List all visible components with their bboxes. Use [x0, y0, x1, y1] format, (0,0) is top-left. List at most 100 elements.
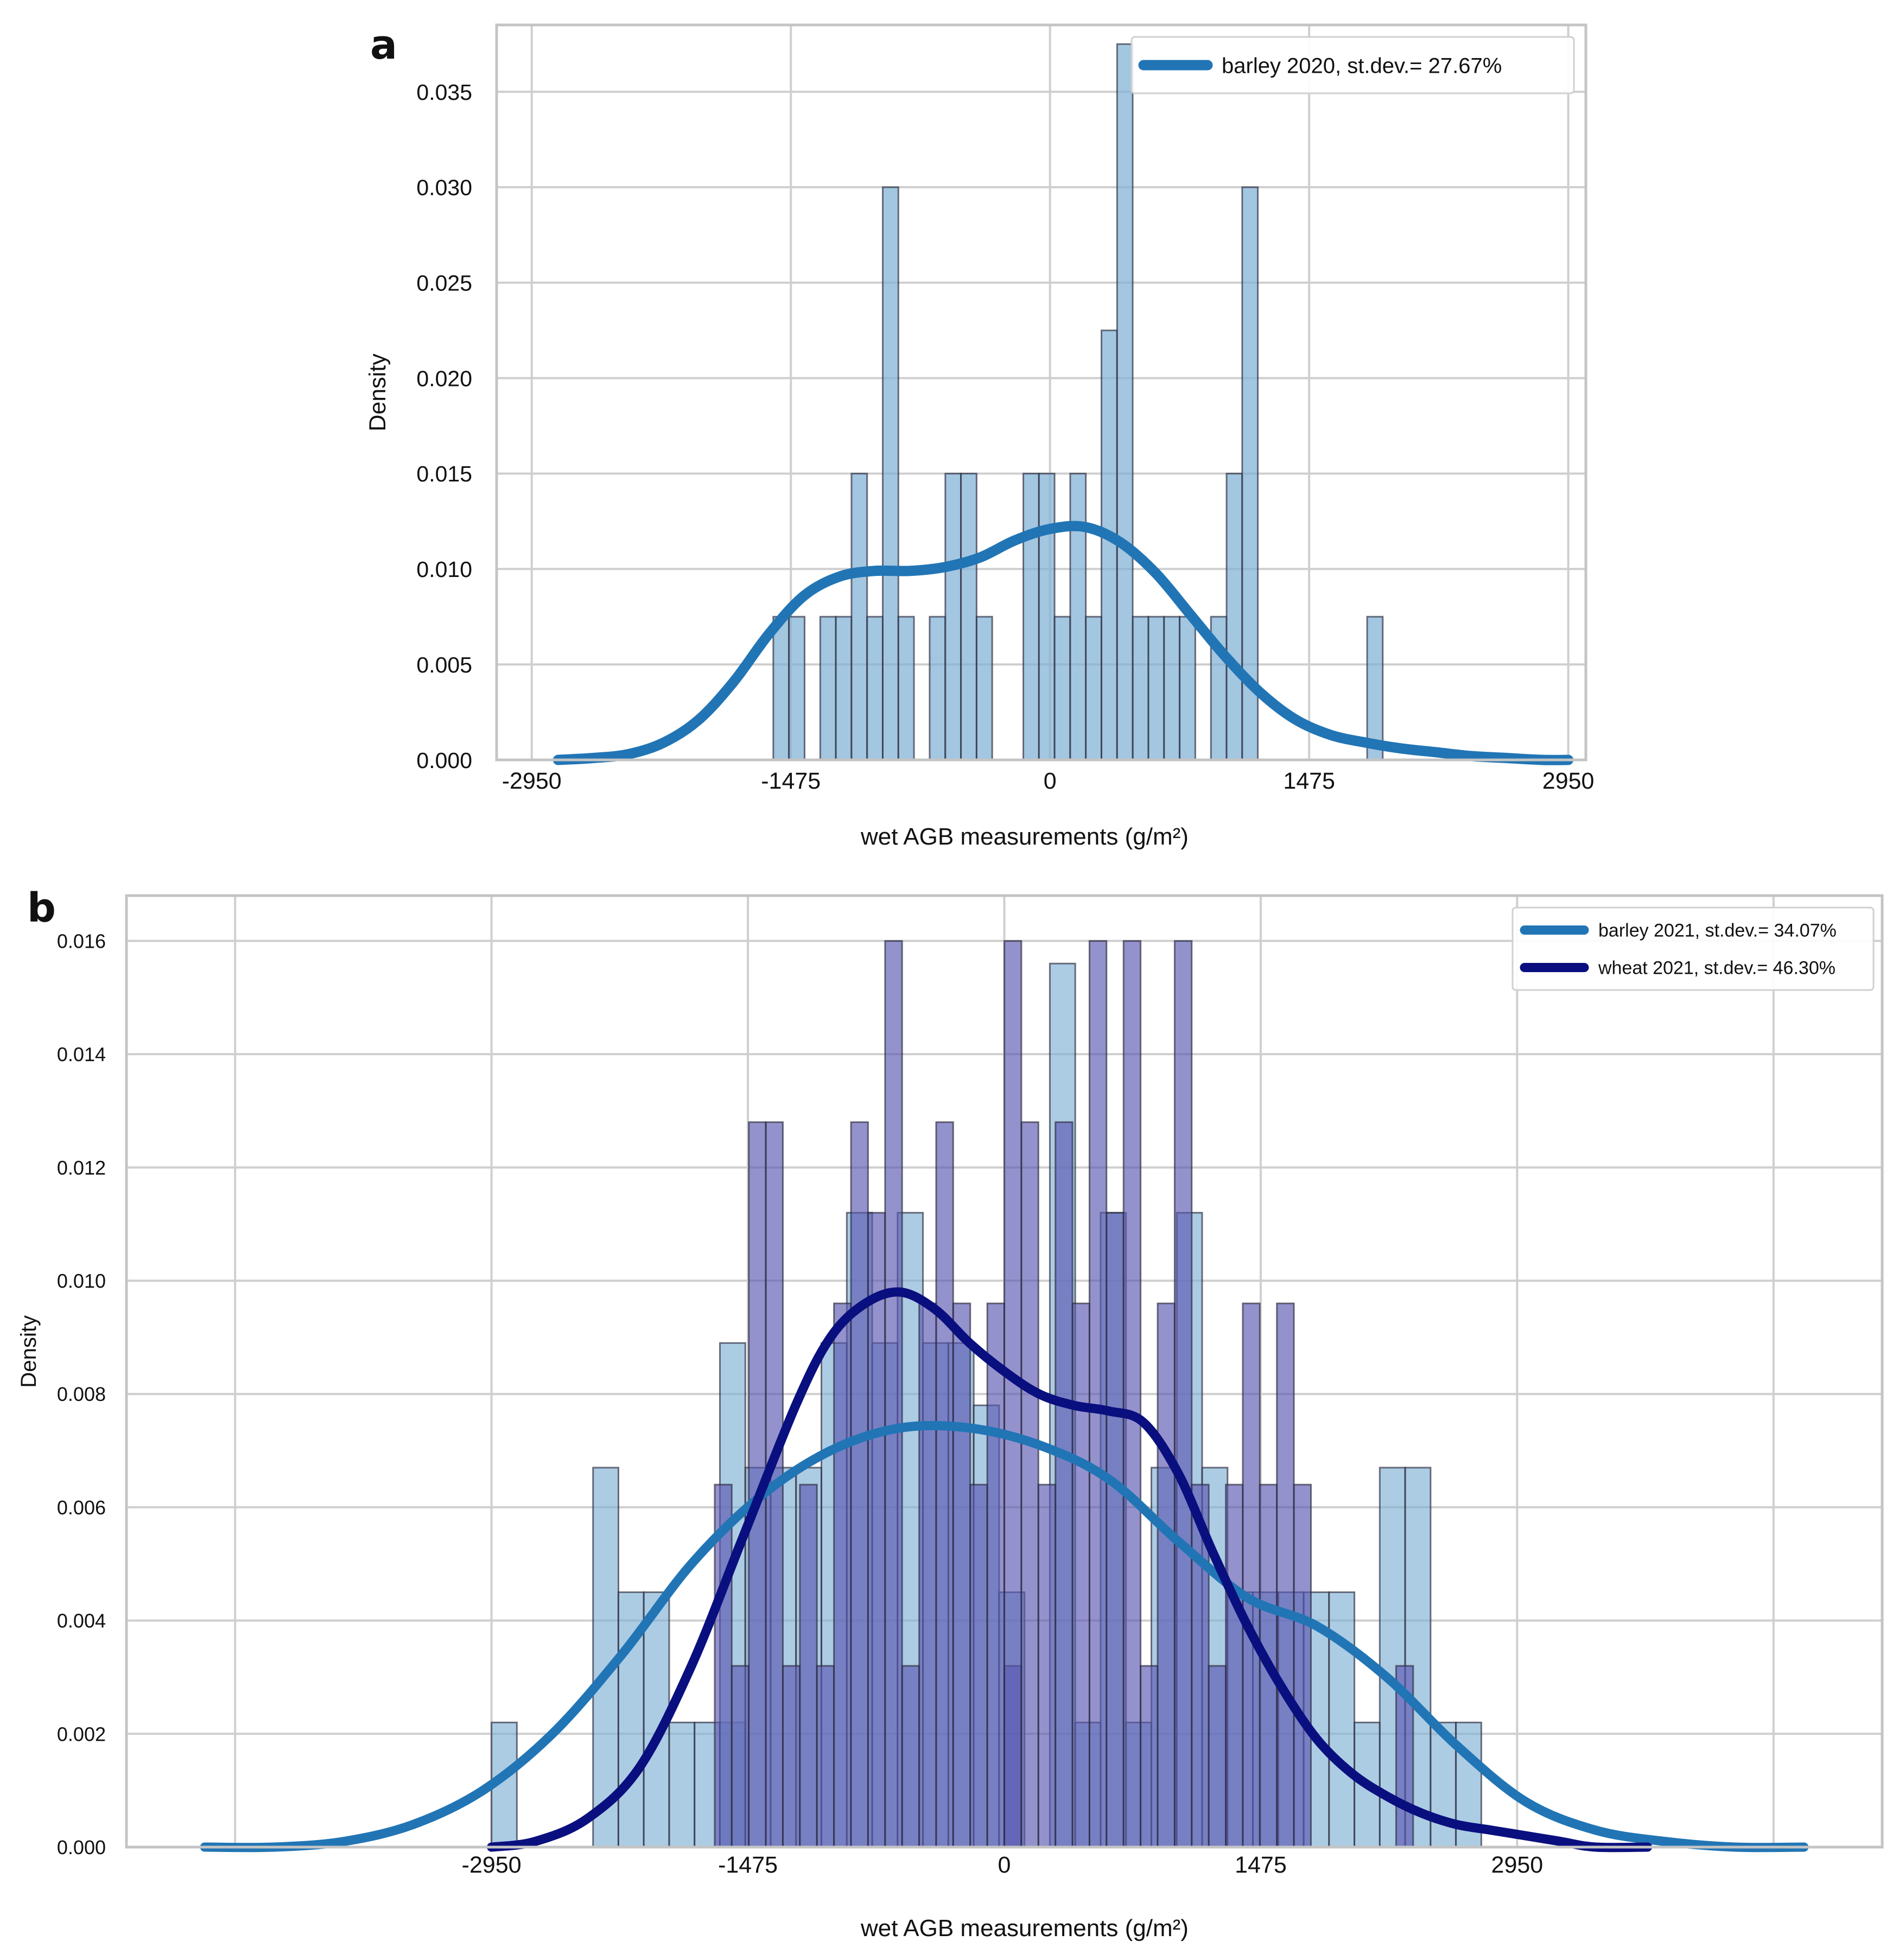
- y-tick-label: 0.012: [57, 1157, 106, 1179]
- histogram-bar: [1191, 1483, 1210, 1848]
- legend-box: [1511, 906, 1875, 991]
- histogram-bar: [884, 940, 903, 1848]
- y-tick-label: 0.006: [57, 1496, 106, 1519]
- legend-entry: barley 2020, st.dev.= 27.67%: [1222, 54, 1502, 78]
- histogram-bar: [816, 1665, 835, 1848]
- histogram-bar: [1276, 1302, 1295, 1848]
- histogram-bar: [1293, 1483, 1312, 1848]
- histogram-bar: [1004, 940, 1022, 1848]
- histogram-bar: [1157, 1302, 1176, 1848]
- x-tick-label: -2950: [462, 1852, 522, 1878]
- panel-label: b: [27, 885, 56, 931]
- x-tick-label: 0: [998, 1852, 1011, 1878]
- histogram-bar: [1053, 616, 1071, 761]
- histogram-bar: [1022, 473, 1040, 761]
- histogram-bar: [1404, 1467, 1432, 1848]
- histogram-bar: [960, 473, 977, 761]
- histogram-bar: [1147, 616, 1165, 761]
- histogram-bar: [1088, 940, 1108, 1848]
- histogram-bar: [986, 1302, 1005, 1848]
- histogram-bar: [799, 1483, 818, 1848]
- histogram-bar: [1069, 473, 1087, 761]
- y-tick-label: 0.030: [416, 175, 472, 200]
- histogram-bar: [897, 616, 915, 761]
- y-tick-label: 0.004: [57, 1610, 106, 1632]
- histogram-bar: [918, 1302, 937, 1848]
- plot-frame: [125, 894, 1884, 1849]
- histogram-bar: [668, 1721, 696, 1848]
- histogram-bar: [1116, 43, 1134, 761]
- y-tick-label: 0.000: [416, 748, 472, 773]
- histogram-bar: [1037, 1483, 1057, 1848]
- histogram-bar: [850, 1121, 869, 1848]
- histogram-bar: [1225, 1483, 1244, 1848]
- legend-entry: wheat 2021, st.dev.= 46.30%: [1598, 958, 1836, 979]
- y-tick-label: 0.025: [416, 271, 472, 296]
- y-tick-label: 0.035: [416, 80, 472, 105]
- histogram-bar: [1242, 1302, 1261, 1848]
- y-axis-label: Density: [365, 353, 391, 432]
- histogram-bar: [714, 1483, 733, 1848]
- histogram-bar: [1122, 940, 1142, 1848]
- y-tick-label: 0.014: [57, 1043, 106, 1065]
- histogram-bar: [975, 616, 993, 761]
- histogram-bar: [731, 1665, 750, 1848]
- y-tick-label: 0.000: [57, 1836, 106, 1858]
- histogram-bar: [882, 186, 899, 761]
- histogram-bar: [1163, 616, 1181, 761]
- histogram-bar: [835, 616, 853, 761]
- y-tick-label: 0.008: [57, 1383, 106, 1405]
- histogram-bar: [1140, 1665, 1159, 1848]
- histogram-bar: [1106, 1211, 1125, 1848]
- legend-entry: barley 2021, st.dev.= 34.07%: [1598, 921, 1837, 941]
- x-tick-label: -2950: [502, 768, 562, 794]
- histogram-bar: [819, 616, 837, 761]
- x-tick-label: 2950: [1491, 1852, 1544, 1878]
- x-tick-label: -1475: [718, 1852, 778, 1878]
- kde-line-1: [552, 521, 1574, 765]
- histogram-bar: [1225, 473, 1243, 761]
- histogram-bar: [1208, 1665, 1227, 1848]
- histogram-bar: [929, 616, 947, 761]
- panel-label: a: [370, 22, 397, 68]
- x-tick-label: 1475: [1283, 768, 1335, 794]
- histogram-bar: [866, 616, 884, 761]
- histogram-bar: [867, 1211, 886, 1848]
- y-tick-label: 0.005: [416, 652, 472, 677]
- histogram-bar: [1055, 1121, 1074, 1848]
- y-tick-label: 0.002: [57, 1723, 106, 1745]
- histogram-bar: [782, 1665, 801, 1848]
- histogram-bar: [1179, 616, 1196, 761]
- histogram-bar: [1085, 616, 1102, 761]
- histogram-bar: [969, 1483, 988, 1848]
- x-tick-label: 0: [1044, 768, 1057, 794]
- x-tick-label: -1475: [761, 768, 821, 794]
- y-axis-label: Density: [17, 1315, 41, 1387]
- kde-line-2: [487, 1287, 1653, 1853]
- legend-box: [1130, 36, 1575, 94]
- x-tick-label: 2950: [1542, 768, 1595, 794]
- histogram-bar: [944, 473, 962, 761]
- histogram-bar: [1020, 1121, 1039, 1848]
- histogram-bar: [833, 1302, 852, 1848]
- histogram-bar: [772, 616, 790, 761]
- histogram-bar: [1173, 940, 1193, 1848]
- histogram-bar: [1366, 616, 1384, 761]
- histogram-bar: [850, 473, 868, 761]
- y-tick-label: 0.015: [416, 461, 472, 486]
- histogram-bar: [1101, 329, 1118, 761]
- histogram-bar: [901, 1665, 920, 1848]
- histogram-bar: [788, 616, 805, 761]
- histogram-bar: [1132, 616, 1149, 761]
- y-tick-label: 0.010: [416, 557, 472, 582]
- y-tick-label: 0.016: [57, 930, 106, 952]
- plot-frame: [495, 23, 1587, 762]
- legend: barley 2020, st.dev.= 27.67%: [1130, 36, 1575, 94]
- kde-line-1: [200, 1420, 1809, 1853]
- y-tick-label: 0.020: [416, 366, 472, 391]
- x-tick-label: 1475: [1235, 1852, 1287, 1878]
- histogram-bar: [1071, 1302, 1090, 1848]
- y-tick-label: 0.010: [57, 1270, 106, 1292]
- panel-a: 0.000 0.005 0.010 0.015 0.020 0.025 0.030 0.035…: [365, 22, 1594, 850]
